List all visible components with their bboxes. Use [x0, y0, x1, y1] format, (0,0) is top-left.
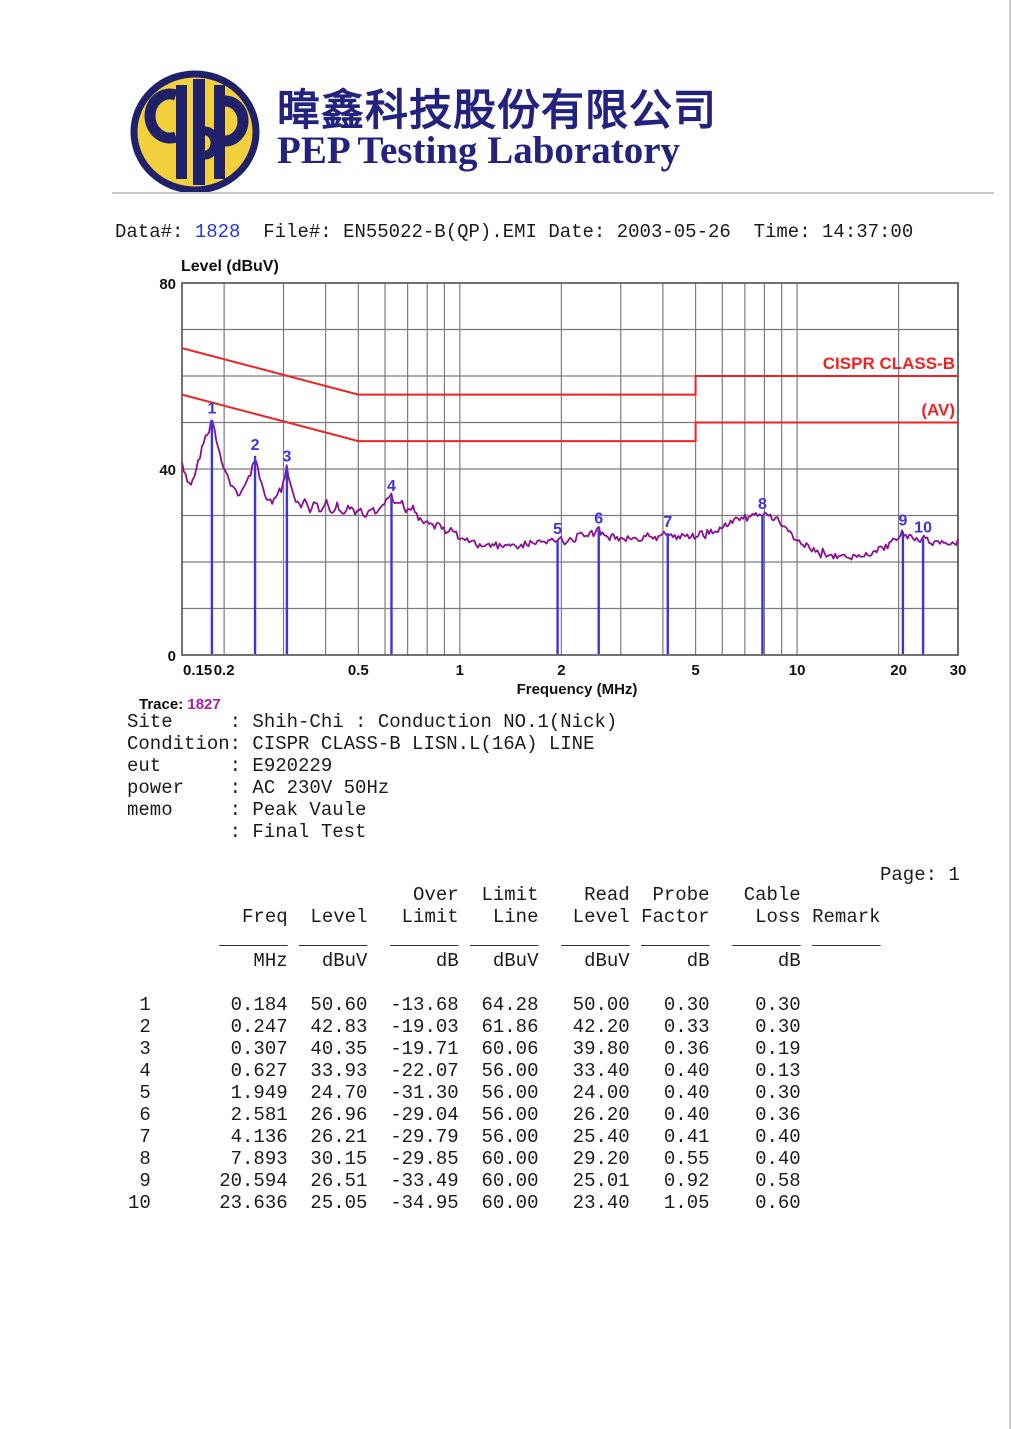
limit-label-average-limit: (AV)	[921, 401, 955, 420]
company-name-english: PEP Testing Laboratory	[277, 129, 681, 172]
y-tick-label: 80	[159, 276, 176, 293]
site-info-block: Site : Shih-Chi : Conduction NO.1(Nick) …	[127, 711, 618, 843]
y-axis-title: Level (dBuV)	[181, 258, 279, 275]
x-tick-label: 20	[890, 662, 907, 679]
marker-label-5: 5	[553, 521, 562, 538]
trace-number: 1827	[187, 696, 221, 713]
company-name-chinese: 暐鑫科技股份有限公司	[277, 87, 717, 135]
limit-label-quasi-peak-limit: CISPR CLASS-B	[823, 354, 955, 373]
data-number-value: 1828	[194, 221, 241, 243]
y-tick-label: 40	[159, 462, 176, 479]
data-number-label: Data#:	[115, 221, 184, 243]
pep-logo-icon	[130, 70, 260, 194]
marker-label-3: 3	[282, 448, 291, 465]
marker-label-9: 9	[898, 513, 907, 530]
time-value: 14:37:00	[822, 221, 914, 243]
doc-info-line: Data#: 1828 File#: EN55022-B(QP).EMI Dat…	[115, 221, 913, 243]
date-value: 2003-05-26	[616, 221, 731, 243]
marker-label-1: 1	[207, 401, 216, 418]
emission-trace	[181, 420, 959, 561]
date-label: Date:	[548, 221, 606, 243]
marker-label-4: 4	[387, 478, 396, 495]
marker-label-10: 10	[914, 520, 932, 537]
x-tick-label: 0.15	[183, 662, 212, 679]
marker-label-2: 2	[251, 437, 260, 454]
x-tick-label: 30	[950, 662, 967, 679]
time-label: Time:	[753, 221, 811, 243]
x-tick-label: 10	[789, 662, 806, 679]
trace-label: Trace:	[139, 696, 184, 713]
marker-label-7: 7	[663, 514, 672, 531]
header-divider	[112, 192, 994, 194]
file-label: File#:	[263, 221, 332, 243]
page-number: Page: 1	[880, 864, 960, 886]
plot-border	[181, 282, 959, 656]
marker-label-6: 6	[594, 511, 603, 528]
x-tick-label: 2	[557, 662, 565, 679]
marker-label-8: 8	[758, 496, 767, 513]
trace-info: Trace: 1827	[139, 696, 221, 713]
file-name: EN55022-B(QP).EMI	[343, 221, 537, 243]
y-tick-label: 0	[168, 648, 176, 665]
x-tick-label: 5	[691, 662, 699, 679]
x-tick-label: 1	[456, 662, 464, 679]
measurement-table: Over Limit Read Probe Cable Freq Level L…	[128, 884, 881, 1214]
x-axis-title: Frequency (MHz)	[517, 681, 638, 698]
limit-line-quasi-peak-limit	[181, 347, 958, 396]
limit-line-average-limit	[181, 393, 958, 443]
x-tick-label: 0.2	[214, 662, 235, 679]
x-tick-label: 0.5	[348, 662, 369, 679]
